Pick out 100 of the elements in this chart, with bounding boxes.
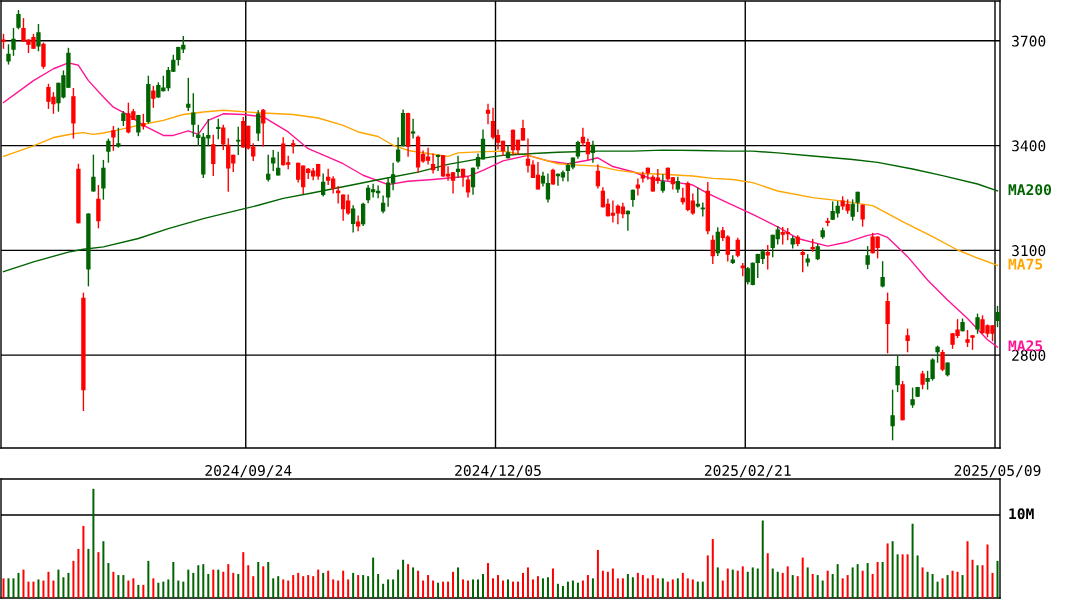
candlestick xyxy=(36,24,41,52)
bar xyxy=(437,582,440,598)
candlestick xyxy=(191,93,196,137)
bar xyxy=(32,581,35,598)
bar xyxy=(651,575,654,598)
bar xyxy=(332,579,335,598)
candlestick xyxy=(341,194,346,221)
bar xyxy=(492,578,495,598)
candlestick xyxy=(345,194,351,215)
candlestick xyxy=(470,167,476,195)
ref-line-label: 10M xyxy=(1009,508,1034,520)
candlestick xyxy=(885,292,890,354)
bar xyxy=(142,584,145,598)
bar xyxy=(42,580,45,598)
bar xyxy=(57,569,60,598)
candlestick xyxy=(485,103,491,125)
bar xyxy=(202,564,205,598)
bar xyxy=(976,565,979,598)
bar xyxy=(27,581,30,598)
candlestick xyxy=(271,150,276,172)
bar xyxy=(327,570,330,598)
bar xyxy=(751,567,754,598)
bar xyxy=(107,563,110,598)
bar xyxy=(337,580,340,598)
candlestick xyxy=(765,245,770,270)
candlestick xyxy=(615,204,621,225)
bar xyxy=(861,570,864,598)
bar xyxy=(531,579,534,598)
bar xyxy=(257,561,260,598)
bar xyxy=(891,541,894,598)
candlestick xyxy=(221,124,226,151)
candlestick xyxy=(865,246,870,270)
bar xyxy=(601,570,604,598)
bar xyxy=(836,564,839,598)
bar xyxy=(397,569,400,598)
bar xyxy=(367,576,370,598)
bar xyxy=(906,554,909,598)
bar xyxy=(626,573,629,598)
candlestick xyxy=(890,389,895,441)
bar xyxy=(497,575,499,598)
bar xyxy=(72,560,75,598)
candlestick xyxy=(350,205,356,233)
bar xyxy=(516,581,519,598)
candlestick xyxy=(910,387,915,408)
bar xyxy=(921,567,924,598)
bar xyxy=(212,569,215,598)
bar xyxy=(706,555,709,598)
bar xyxy=(442,581,445,598)
bar xyxy=(866,563,869,598)
bar xyxy=(536,576,539,598)
bar xyxy=(611,568,614,598)
bar xyxy=(467,580,470,598)
x-tick-label: 2025/02/21 xyxy=(704,465,791,478)
bar xyxy=(217,569,220,598)
bar xyxy=(851,567,854,598)
candlestick xyxy=(695,187,700,208)
bar xyxy=(846,575,849,598)
candlestick xyxy=(370,183,376,198)
candlestick xyxy=(895,355,900,393)
bar xyxy=(596,549,599,598)
bar xyxy=(731,569,734,598)
bar xyxy=(482,573,485,598)
bar xyxy=(137,584,140,598)
bar xyxy=(172,561,175,598)
bar xyxy=(167,579,170,598)
candlestick xyxy=(640,171,646,183)
candlestick xyxy=(6,44,11,65)
candlestick xyxy=(410,118,416,139)
bar xyxy=(227,564,230,598)
bar xyxy=(826,570,829,598)
candlestick xyxy=(880,261,885,288)
candlestick xyxy=(96,185,101,229)
bar xyxy=(282,579,285,598)
bar xyxy=(771,568,774,598)
bar xyxy=(506,579,509,598)
bar xyxy=(462,579,465,598)
bar xyxy=(986,544,989,598)
bar xyxy=(307,575,310,598)
bar xyxy=(581,580,584,598)
bar xyxy=(67,572,70,598)
bar xyxy=(427,575,430,598)
bar xyxy=(876,561,879,598)
bar xyxy=(946,575,949,598)
bar xyxy=(182,581,185,598)
bar xyxy=(761,520,764,598)
candlestick xyxy=(715,227,720,256)
candlestick xyxy=(236,126,241,156)
bar xyxy=(981,565,984,598)
candlestick xyxy=(385,177,391,207)
candlestick xyxy=(710,235,715,264)
bar xyxy=(387,579,390,598)
bar xyxy=(347,579,350,598)
line-series xyxy=(2,109,999,267)
bar xyxy=(357,575,360,598)
bar xyxy=(931,573,934,598)
bar xyxy=(402,559,405,598)
bar xyxy=(362,575,365,598)
candlestick xyxy=(585,138,591,160)
candlestick xyxy=(850,199,855,221)
candlestick xyxy=(321,173,326,197)
